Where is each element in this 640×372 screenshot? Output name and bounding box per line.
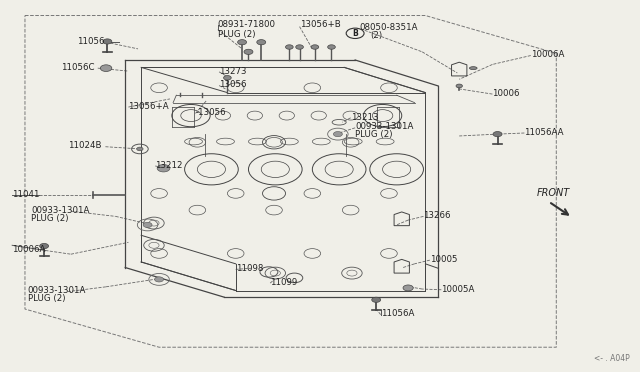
Circle shape: [296, 45, 303, 49]
Text: PLUG (2): PLUG (2): [355, 130, 392, 140]
Text: 11098: 11098: [236, 264, 263, 273]
Text: 10006A: 10006A: [12, 245, 45, 254]
Text: <- . A04P: <- . A04P: [594, 354, 630, 363]
Text: 11056: 11056: [77, 37, 105, 46]
Text: 00933-1301A: 00933-1301A: [31, 206, 90, 215]
Circle shape: [493, 132, 502, 137]
Text: 10005: 10005: [430, 255, 458, 264]
Text: 11041: 11041: [12, 190, 40, 199]
Text: 10005A: 10005A: [442, 285, 475, 294]
Circle shape: [103, 39, 112, 44]
Text: 08931-71800: 08931-71800: [218, 20, 276, 29]
Text: PLUG (2): PLUG (2): [218, 29, 255, 39]
Circle shape: [137, 147, 143, 151]
Text: 11056C: 11056C: [61, 63, 95, 72]
Circle shape: [143, 222, 152, 228]
Text: 11056AA: 11056AA: [524, 128, 564, 137]
Text: 11056A: 11056A: [381, 310, 414, 318]
Text: 13212: 13212: [156, 161, 183, 170]
Text: -13056: -13056: [195, 108, 226, 117]
Circle shape: [100, 65, 112, 71]
Circle shape: [285, 45, 293, 49]
Circle shape: [40, 243, 49, 248]
Text: FRONT: FRONT: [537, 187, 570, 198]
Circle shape: [328, 45, 335, 49]
Text: PLUG (2): PLUG (2): [28, 294, 65, 303]
Circle shape: [157, 164, 170, 172]
Text: 10006A: 10006A: [531, 50, 564, 59]
Circle shape: [311, 45, 319, 49]
Circle shape: [333, 132, 342, 137]
Text: 11099: 11099: [270, 278, 298, 287]
Text: 10006: 10006: [492, 89, 520, 98]
Text: 08050-8351A: 08050-8351A: [360, 23, 418, 32]
Text: 11024B: 11024B: [68, 141, 101, 151]
Circle shape: [223, 76, 231, 80]
Text: B: B: [352, 29, 358, 38]
Circle shape: [244, 49, 253, 54]
Circle shape: [155, 277, 164, 282]
Text: 00933-1301A: 00933-1301A: [28, 286, 86, 295]
Text: PLUG (2): PLUG (2): [31, 214, 69, 223]
Circle shape: [456, 84, 463, 88]
Text: 13273: 13273: [219, 67, 246, 76]
Text: 00933-1301A: 00933-1301A: [355, 122, 413, 131]
Text: 13266: 13266: [424, 211, 451, 220]
Text: (2): (2): [370, 31, 382, 40]
Ellipse shape: [469, 67, 477, 70]
Text: 13056+B: 13056+B: [300, 20, 340, 29]
Circle shape: [257, 39, 266, 45]
Circle shape: [372, 297, 381, 302]
Text: 13056: 13056: [219, 80, 246, 89]
Circle shape: [403, 285, 413, 291]
Text: 13213: 13213: [351, 113, 378, 122]
Circle shape: [237, 39, 246, 45]
Text: 13056+A: 13056+A: [129, 102, 169, 111]
